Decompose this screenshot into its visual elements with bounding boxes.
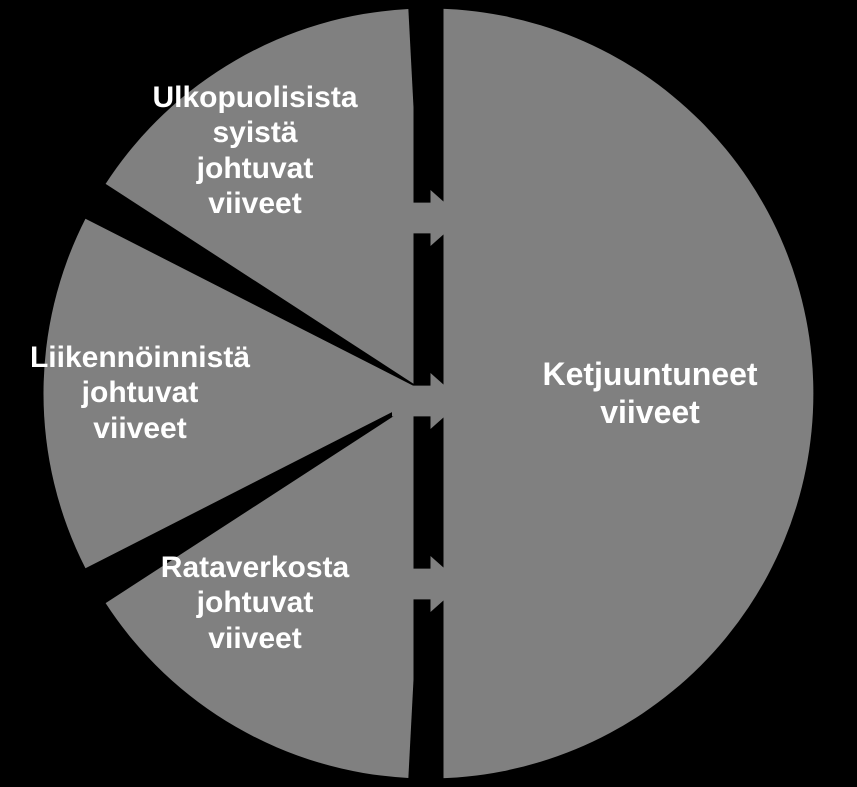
slice-right (429, 9, 814, 779)
diagram-stage: Ulkopuolisista syistä johtuvat viiveet L… (0, 0, 857, 787)
pie-diagram (0, 0, 857, 787)
